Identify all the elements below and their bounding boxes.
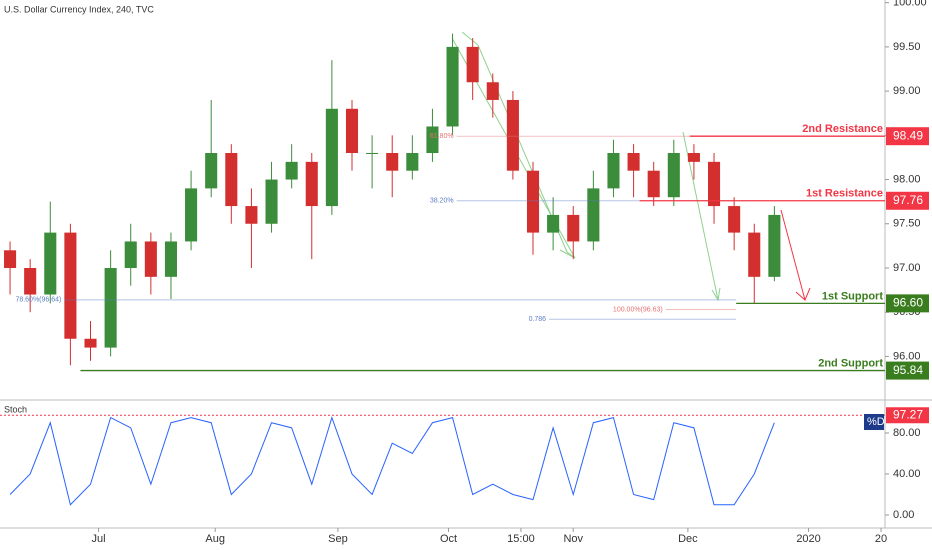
level-tag (886, 407, 929, 424)
candle-body (587, 188, 600, 242)
level-tag-label: 96.60 (893, 296, 923, 310)
candle-body (245, 206, 258, 224)
candle-body (426, 126, 439, 154)
y-tick-label: 96.00 (893, 350, 921, 362)
x-tick-label: 15:00 (507, 533, 535, 545)
x-tick-label: Aug (205, 533, 225, 545)
level-tag (886, 294, 929, 313)
candle-body (366, 153, 379, 155)
level-name: 2nd Resistance (802, 123, 883, 135)
legend-label: %D (867, 416, 885, 428)
fib-label: 61.80% (430, 133, 454, 140)
level-tag-label: 95.84 (893, 363, 923, 377)
x-tick-label: Nov (563, 533, 583, 545)
candle-body (768, 214, 781, 277)
level-tag-label: 97.76 (893, 193, 923, 207)
chart-title: U.S. Dollar Currency Index, 240, TVC (4, 4, 154, 14)
candle-body (225, 153, 238, 207)
level-tag (886, 361, 929, 380)
fib-label: 0.786 (529, 316, 547, 323)
candle-body (144, 241, 157, 277)
candle-body (446, 46, 459, 127)
level-tag-label: 97.27 (893, 407, 923, 421)
y-tick-label: 98.00 (893, 173, 921, 185)
candle-body (124, 241, 137, 268)
candle-body (64, 232, 77, 339)
candle-body (285, 161, 298, 180)
candle-body (687, 153, 700, 162)
candle-body (748, 232, 761, 277)
candle-body (44, 232, 57, 295)
y-tick-label: 80.00 (893, 427, 921, 439)
y-tick-label: 0.00 (893, 509, 914, 521)
candle-body (607, 153, 620, 189)
level-tag (886, 191, 929, 210)
fib-label: 38.20% (430, 198, 454, 205)
y-tick-label: 40.00 (893, 468, 921, 480)
y-tick-label: 97.50 (893, 218, 921, 230)
candle-body (24, 267, 37, 295)
candle-body (345, 108, 359, 154)
candle-body (265, 179, 278, 224)
candle-body (205, 153, 218, 189)
candle-body (506, 99, 519, 171)
candle-body (164, 241, 177, 277)
candle-body (728, 206, 741, 233)
candle-body (708, 161, 721, 207)
candle-body (4, 250, 17, 268)
candle-body (567, 214, 580, 242)
x-tick-label: 2020 (796, 533, 820, 545)
candle-body (486, 82, 499, 100)
x-tick-label: Sep (328, 533, 348, 545)
stoch-title: Stoch (4, 404, 27, 414)
candle-body (647, 170, 660, 198)
x-tick-label: Oct (440, 533, 457, 545)
y-tick-label: 100.00 (893, 0, 927, 9)
candle-body (526, 170, 540, 233)
legend-tag (864, 414, 884, 430)
arrow-head (795, 287, 811, 301)
fib-label: 78.60%(96.64) (15, 297, 61, 304)
x-tick-label: Dec (678, 533, 698, 545)
candle-body (104, 267, 117, 348)
y-tick-label: 99.00 (893, 85, 921, 97)
candle-body (627, 153, 640, 171)
candle-body (305, 161, 318, 207)
level-name: 1st Resistance (806, 188, 883, 200)
candle-body (325, 108, 338, 207)
y-tick-label: 97.00 (893, 262, 921, 274)
level-tag (886, 127, 929, 146)
level-name: 2nd Support (818, 357, 883, 369)
y-tick-label: 99.50 (893, 41, 921, 53)
stoch-line (9, 415, 775, 506)
candle-body (466, 46, 479, 83)
arrow-head (711, 287, 721, 302)
candle-body (386, 153, 399, 171)
candle-body (185, 188, 198, 242)
level-tag-label: 98.49 (893, 128, 923, 142)
x-tick-label: 20 (875, 533, 887, 545)
x-tick-label: Jul (92, 533, 106, 545)
candle-body (667, 153, 680, 198)
fib-label: 100.00%(96.63) (613, 306, 663, 313)
candle-body (547, 214, 560, 233)
candle-body (406, 153, 419, 171)
arrow (780, 209, 806, 301)
level-name: 1st Support (822, 290, 883, 302)
candle-body (84, 338, 97, 348)
